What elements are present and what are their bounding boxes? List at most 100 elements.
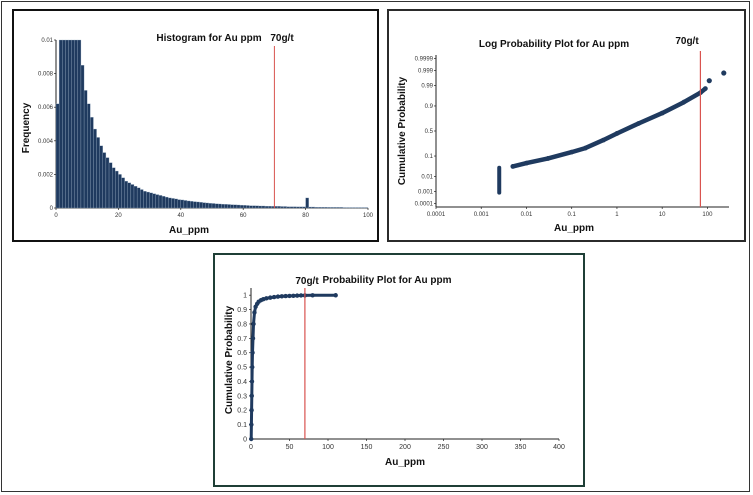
log-probability-70gt-label: 70g/t [675, 36, 699, 47]
histogram-bar [358, 207, 362, 209]
probability-y-axis-label: Cumulative Probability [224, 305, 235, 414]
probability-data-point [279, 294, 284, 299]
histogram-bar [230, 204, 234, 209]
histogram-bar [168, 197, 172, 209]
log-probability-outlier-point [721, 70, 727, 76]
histogram-bar [296, 206, 300, 209]
histogram-bar [302, 206, 306, 209]
probability-data-point [291, 293, 296, 298]
probability-data-point [249, 422, 254, 427]
histogram-bar [193, 201, 197, 209]
histogram-bar [180, 199, 185, 209]
histogram-chart: Histogram for Au ppm 70g/t Au_ppm Freque… [21, 33, 374, 236]
probability-data-point [251, 321, 256, 327]
histogram-bar [330, 207, 334, 209]
histogram-bar [336, 207, 341, 209]
probability-x-tick-label: 150 [361, 444, 373, 451]
histogram-bar [165, 196, 169, 209]
histogram-bar [317, 207, 322, 209]
histogram-bar [258, 205, 263, 209]
histogram-bar [221, 203, 225, 209]
histogram-x-tick-label: 60 [240, 213, 247, 219]
histogram-bar [130, 184, 135, 209]
histogram-bar [62, 39, 66, 209]
histogram-bar [127, 182, 132, 209]
histogram-bar [214, 203, 219, 209]
histogram-bar [252, 205, 256, 209]
histogram-bar [140, 189, 144, 209]
histogram-bar [83, 90, 88, 209]
histogram-bar [324, 207, 328, 209]
probability-70gt-label: 70g/t [295, 276, 319, 287]
log-probability-y-tick-label: 0.99 [421, 84, 433, 90]
log-probability-outlier-point [706, 78, 712, 84]
histogram-y-tick-label: 0.006 [38, 105, 54, 111]
probability-data-point [275, 294, 281, 299]
histogram-x-tick-label: 20 [115, 213, 122, 219]
log-probability-y-tick-label: 0.001 [418, 189, 434, 195]
log-probability-y-tick-label: 0.01 [421, 174, 433, 180]
histogram-title: Histogram for Au ppm [156, 33, 261, 44]
log-probability-x-tick-label: 100 [702, 212, 713, 218]
probability-y-tick-label: 0.5 [237, 365, 247, 372]
probability-x-tick-label: 250 [438, 444, 450, 451]
histogram-bar [321, 207, 325, 209]
histogram-bar [108, 162, 113, 209]
histogram-bar [249, 205, 253, 209]
histogram-bar [115, 170, 119, 209]
histogram-bar [183, 200, 188, 209]
log-probability-x-axis-label: Au_ppm [554, 223, 594, 234]
histogram-bar [93, 128, 97, 209]
probability-x-tick-label: 200 [399, 444, 411, 451]
histogram-bar [352, 207, 356, 209]
log-probability-data-curve [510, 86, 708, 169]
histogram-bar [177, 199, 181, 209]
log-probability-data-point [582, 145, 588, 151]
probability-data-curve [249, 293, 336, 440]
histogram-bar [333, 207, 337, 209]
histogram-panel: Histogram for Au ppm 70g/t Au_ppm Freque… [12, 9, 379, 242]
histogram-bar [186, 200, 191, 209]
log-probability-x-tick-label: 0.01 [521, 212, 533, 218]
histogram-bar [239, 204, 244, 209]
histogram-bar [71, 39, 75, 209]
probability-data-point [249, 379, 255, 384]
histogram-bar [261, 205, 266, 209]
histogram-bar [96, 137, 100, 209]
log-probability-y-tick-label: 0.9999 [415, 56, 434, 62]
histogram-bar [158, 195, 163, 209]
histogram-bar [77, 39, 82, 209]
histogram-bar [102, 152, 107, 209]
histogram-bar [218, 203, 222, 209]
histogram-x-tick-label: 0 [54, 213, 58, 219]
histogram-bar [174, 198, 178, 209]
probability-data-point [310, 293, 315, 298]
histogram-bar [236, 204, 241, 209]
histogram-y-tick-label: 0 [50, 206, 54, 212]
histogram-bar [224, 204, 228, 209]
histogram-bar [246, 205, 250, 209]
histogram-bar [308, 206, 312, 209]
histogram-bar [346, 207, 350, 209]
histogram-bar [243, 205, 247, 209]
probability-data-point [287, 293, 292, 299]
histogram-x-tick-label: 40 [177, 213, 184, 219]
histogram-bar [364, 207, 369, 209]
histogram-plot-area: 0 20 40 60 80 100 0 0.002 0.004 0.006 0.008 0.01 [38, 38, 374, 219]
histogram-bar [264, 206, 269, 209]
probability-x-tick-label: 50 [286, 444, 294, 451]
histogram-y-tick-label: 0.01 [41, 38, 53, 44]
log-probability-y-tick-label: 0.999 [418, 69, 434, 75]
histogram-bar [152, 193, 156, 209]
probability-y-tick-label: 0.1 [237, 422, 247, 429]
histogram-bar [361, 207, 366, 209]
log-probability-x-tick-label: 0.0001 [427, 212, 446, 218]
probability-data-point [264, 296, 269, 301]
probability-data-point [283, 293, 288, 299]
probability-y-tick-label: 0.8 [237, 321, 247, 328]
histogram-bar [339, 207, 344, 209]
histogram-bar [58, 39, 63, 209]
histogram-bar [342, 207, 347, 209]
log-probability-chart: Log Probability Plot for Au ppm 70g/t Au… [397, 36, 729, 234]
